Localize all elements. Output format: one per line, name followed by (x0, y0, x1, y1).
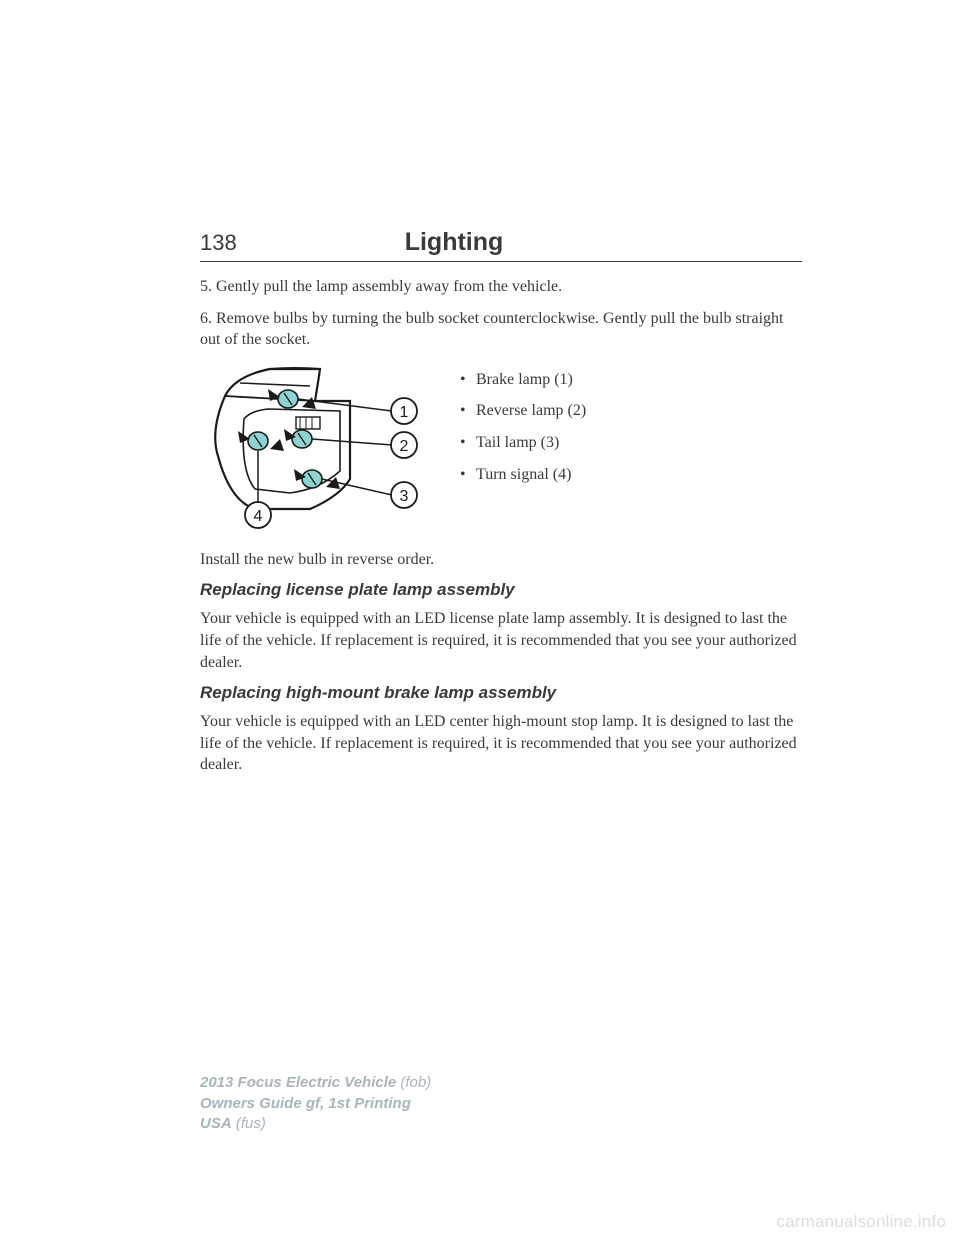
text-high-mount: Your vehicle is equipped with an LED cen… (200, 711, 802, 776)
footer-fob: (fob) (396, 1074, 431, 1091)
step-5-text: 5. Gently pull the lamp assembly away fr… (200, 276, 802, 298)
diagram-label-2: 2 (400, 438, 409, 455)
bullet-turn-signal: Turn signal (4) (460, 464, 586, 486)
watermark: carmanualsonline.info (776, 1212, 946, 1232)
step-6-text: 6. Remove bulbs by turning the bulb sock… (200, 308, 802, 351)
subhead-license-plate: Replacing license plate lamp assembly (200, 580, 802, 600)
section-title: Lighting (405, 228, 504, 257)
bullet-tail-lamp: Tail lamp (3) (460, 432, 586, 454)
text-license-plate: Your vehicle is equipped with an LED lic… (200, 608, 802, 673)
install-note: Install the new bulb in reverse order. (200, 549, 802, 571)
bullet-brake-lamp: Brake lamp (1) (460, 369, 586, 391)
lamp-assembly-diagram: 1 2 3 4 (200, 361, 438, 531)
bullet-reverse-lamp: Reverse lamp (2) (460, 400, 586, 422)
footer-guide: Owners Guide gf, 1st Printing (200, 1094, 431, 1114)
page-number: 138 (200, 230, 237, 256)
diagram-label-3: 3 (400, 488, 409, 505)
lamp-bullet-list: Brake lamp (1) Reverse lamp (2) Tail lam… (460, 361, 586, 531)
page-header: 138 Lighting (200, 228, 802, 262)
footer-fus: (fus) (232, 1115, 266, 1132)
footer-vehicle: 2013 Focus Electric Vehicle (200, 1074, 396, 1091)
page-footer: 2013 Focus Electric Vehicle (fob) Owners… (200, 1073, 431, 1134)
footer-usa: USA (200, 1115, 232, 1132)
diagram-label-1: 1 (400, 404, 409, 421)
diagram-label-4: 4 (254, 508, 263, 525)
subhead-high-mount: Replacing high-mount brake lamp assembly (200, 683, 802, 703)
